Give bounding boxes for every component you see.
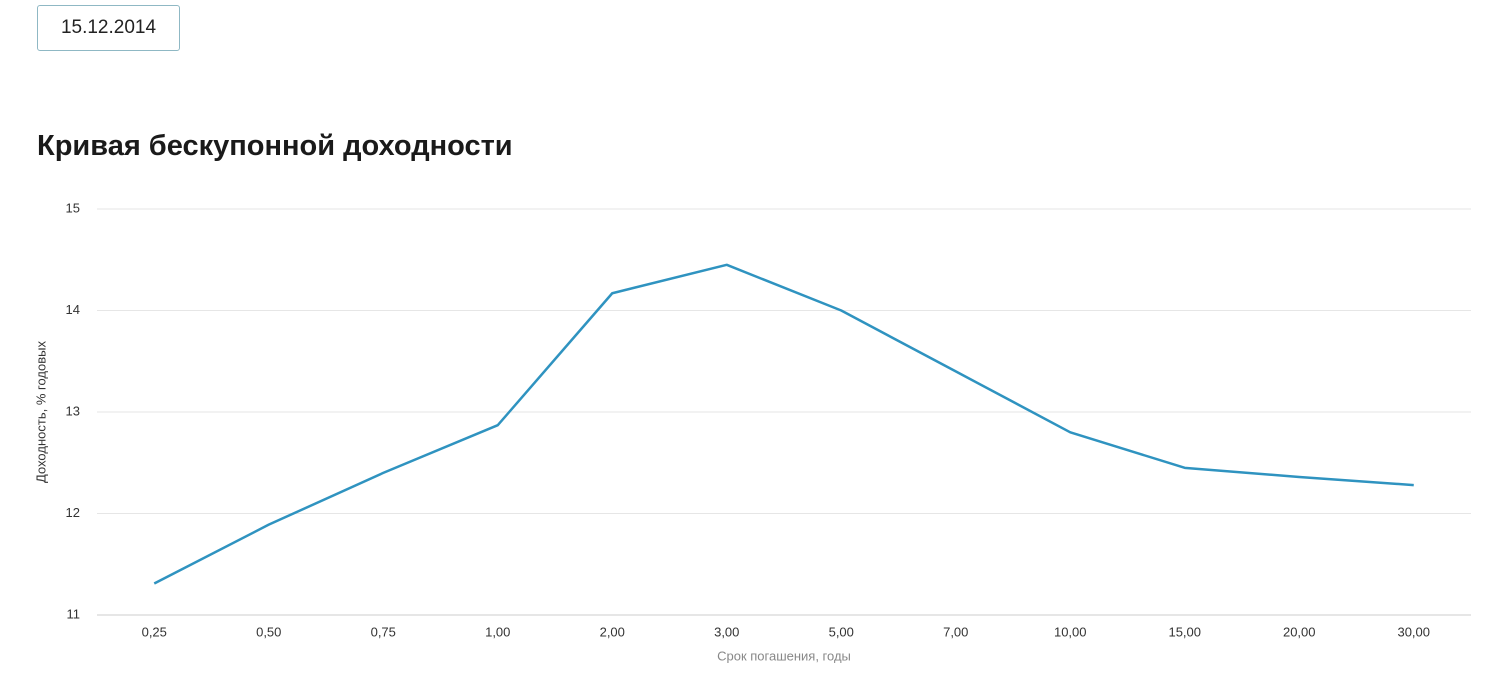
x-tick-label: 10,00 [1054, 624, 1087, 639]
data-line [153, 263, 1414, 585]
y-tick-label: 13 [66, 403, 80, 418]
x-tick-label: 2,00 [600, 624, 625, 639]
x-tick-label: 30,00 [1397, 624, 1430, 639]
y-tick-label: 14 [66, 302, 80, 317]
y-tick-label: 12 [66, 505, 80, 520]
x-tick-label: 15,00 [1168, 624, 1201, 639]
x-tick-label: 1,00 [485, 624, 510, 639]
date-selector[interactable]: 15.12.2014 [37, 5, 180, 51]
x-tick-label: 0,75 [371, 624, 396, 639]
y-tick-label: 15 [66, 200, 80, 215]
x-tick-label: 20,00 [1283, 624, 1316, 639]
y-tick-label: 11 [67, 606, 81, 621]
x-tick-label: 5,00 [829, 624, 854, 639]
y-axis-label: Доходность, % годовых [33, 341, 48, 483]
x-tick-label: 0,50 [256, 624, 281, 639]
x-tick-label: 7,00 [943, 624, 968, 639]
x-tick-label: 3,00 [714, 624, 739, 639]
x-axis-label: Срок погашения, годы [717, 648, 851, 663]
x-tick-label: 0,25 [142, 624, 167, 639]
chart-title: Кривая бескупонной доходности [37, 130, 513, 162]
